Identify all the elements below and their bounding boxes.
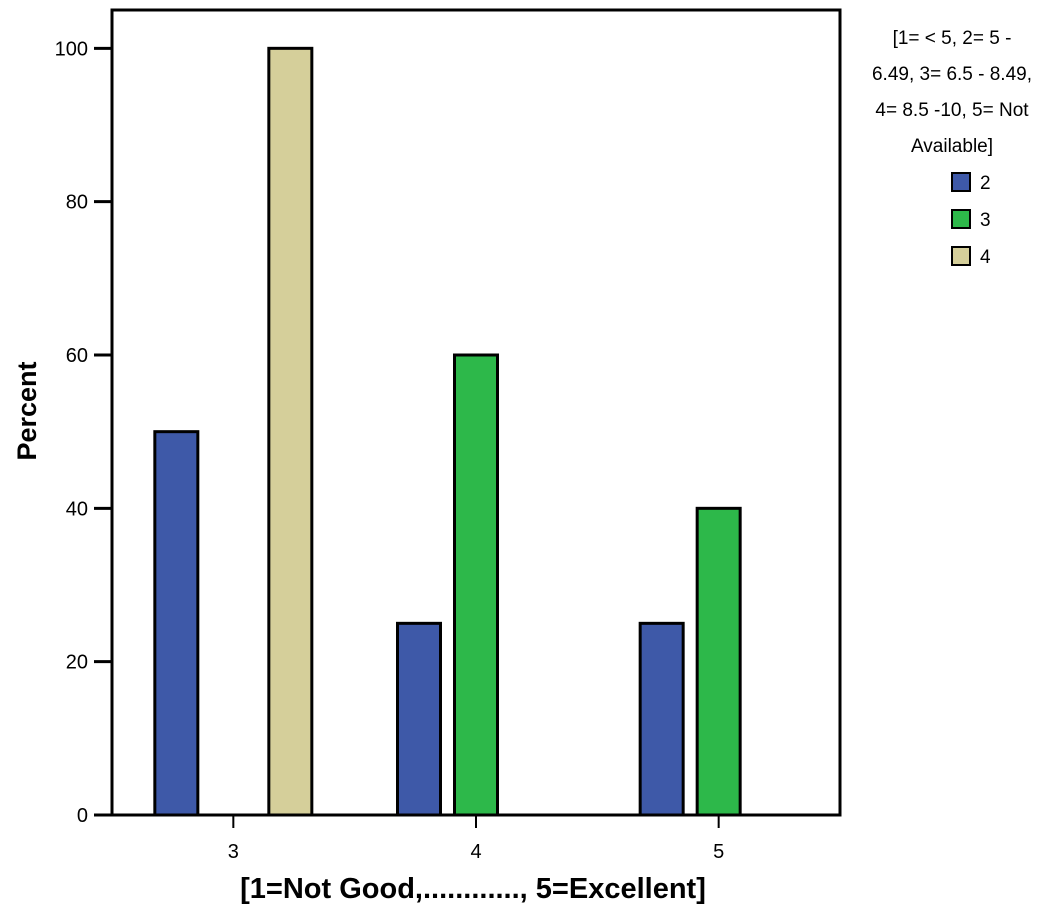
x-tick-label: 5: [713, 841, 724, 863]
y-axis: 0 20 40 60 80 100: [55, 38, 112, 827]
legend-label: 4: [980, 247, 991, 268]
legend-swatch: [951, 172, 971, 192]
y-tick-label: 60: [66, 345, 88, 367]
bar: [695, 506, 742, 817]
legend-swatch: [951, 209, 971, 229]
bar: [267, 46, 314, 817]
legend: [1= < 5, 2= 5 - 6.49, 3= 6.5 - 8.49, 4= 8.…: [872, 28, 1032, 268]
x-tick-label: 3: [228, 841, 239, 863]
legend-title-line: 4= 8.5 -10, 5= Not: [875, 100, 1029, 121]
x-axis-title: [1=Not Good,............, 5=Excellent]: [240, 873, 706, 905]
y-tick-label: 80: [66, 192, 88, 214]
bars: [153, 46, 798, 817]
legend-title-line: [1= < 5, 2= 5 -: [893, 28, 1012, 49]
legend-label: 2: [980, 173, 991, 194]
y-tick-label: 0: [77, 805, 88, 827]
bar: [638, 621, 685, 817]
legend-items: 2 3 4: [951, 172, 991, 268]
y-tick-label: 100: [55, 38, 88, 60]
legend-title-line: Available]: [911, 136, 993, 157]
x-axis: 3 4 5: [228, 815, 724, 863]
legend-swatch: [951, 246, 971, 266]
bar: [153, 430, 200, 817]
y-axis-title: Percent: [12, 361, 42, 460]
y-tick-label: 20: [66, 652, 88, 674]
y-tick-label: 40: [66, 498, 88, 520]
legend-title: [1= < 5, 2= 5 - 6.49, 3= 6.5 - 8.49, 4= 8.…: [872, 28, 1032, 157]
plot-frame: [110, 8, 842, 817]
bar: [453, 353, 499, 817]
x-tick-label: 4: [470, 841, 481, 863]
bar: [396, 621, 442, 817]
legend-title-line: 6.49, 3= 6.5 - 8.49,: [872, 64, 1032, 85]
legend-label: 3: [980, 210, 991, 231]
